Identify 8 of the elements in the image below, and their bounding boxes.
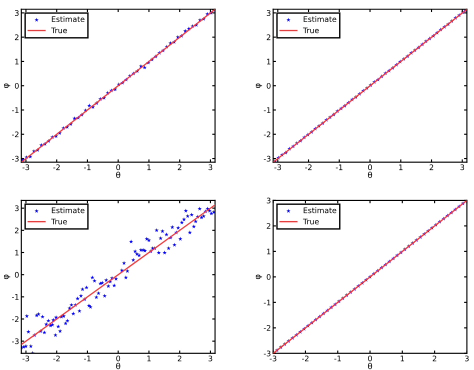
x-axis-title: θ xyxy=(116,172,120,178)
y-axis-title: φ xyxy=(256,83,262,88)
y-axis-title: φ xyxy=(4,274,10,280)
y-axis-title: φ xyxy=(256,274,262,280)
x-axis-title: θ xyxy=(116,362,120,370)
x-axis-title: θ xyxy=(368,362,372,370)
x-axis-title: θ xyxy=(368,172,372,178)
y-axis-title: φ xyxy=(4,83,10,88)
